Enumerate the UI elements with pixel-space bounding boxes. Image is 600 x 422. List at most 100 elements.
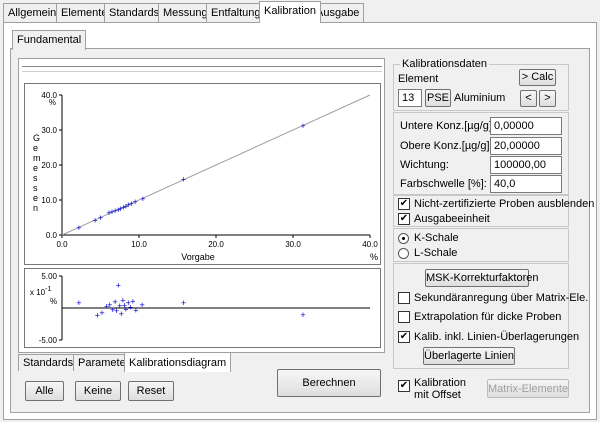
data-point: + <box>129 199 134 209</box>
residual-exponent: x 10-1 <box>30 286 51 297</box>
tab-standards[interactable]: Standards <box>104 3 165 22</box>
data-point: + <box>106 208 111 218</box>
residual-point: + <box>120 295 125 305</box>
x-unit-label: % <box>370 252 378 262</box>
l-schale-radio[interactable] <box>398 248 409 259</box>
tab-allgemein[interactable]: Allgemein <box>3 3 62 22</box>
nicht-zertifiziert-label: Nicht-zertifizierte Proben ausblenden <box>414 198 595 210</box>
data-point: + <box>123 202 128 212</box>
obere-konz-field[interactable]: 20,00000 <box>490 137 562 155</box>
y-tick-label: 40.0 <box>41 91 57 100</box>
tab-messung[interactable]: Messung <box>158 3 213 22</box>
k-schale-radio[interactable] <box>398 233 409 244</box>
fit-line <box>61 94 371 236</box>
matrix-elemente-button[interactable]: Matrix-Elemente <box>487 379 569 398</box>
residual-y-tick-label: 5.00 <box>41 272 57 281</box>
residual-point: + <box>99 308 104 318</box>
tab-kalibrationsdiagram[interactable]: Kalibrationsdiagram <box>124 352 232 372</box>
x-tick-label: 10.0 <box>131 240 147 249</box>
korrektur-group <box>393 263 569 369</box>
untere-konz-field[interactable]: 0,00000 <box>490 117 562 135</box>
residual-point: + <box>107 300 112 310</box>
residual-point: + <box>76 298 81 308</box>
residual-point: + <box>116 281 121 291</box>
y-tick-label: 10.0 <box>41 196 57 205</box>
residual-point: + <box>119 309 124 319</box>
l-schale-label: L-Schale <box>414 247 458 259</box>
residual-y-tick-label: -5.00 <box>39 336 58 345</box>
untere-konz-label: Untere Konz.[µg/g]: <box>400 120 495 132</box>
farbschwelle-field[interactable]: 40,0 <box>490 175 562 193</box>
data-point: + <box>112 206 117 216</box>
chart-scrollbar[interactable] <box>22 66 382 72</box>
msk-korrekturfaktoren-button[interactable]: MSK-Korrekturfaktoren <box>425 269 538 287</box>
nicht-zertifiziert-checkbox[interactable]: ✔ <box>398 198 410 210</box>
tab-standards-bottom[interactable]: Standards <box>18 354 79 371</box>
ueberlagerte-linien-button[interactable]: Überlagerte Linien <box>423 347 515 365</box>
tab-kalibration[interactable]: Kalibration <box>259 1 321 23</box>
data-point: + <box>181 175 186 185</box>
residual-point: + <box>139 300 144 310</box>
kalibrationsdaten-title: Kalibrationsdaten <box>400 58 490 70</box>
sekundaeranregung-checkbox[interactable] <box>398 292 410 304</box>
residual-point: + <box>130 297 135 307</box>
kalibration-offset-line1: Kalibration <box>414 377 466 389</box>
x-tick-label: 40.0 <box>362 240 378 249</box>
x-tick-label: 30.0 <box>285 240 301 249</box>
data-point: + <box>300 121 305 131</box>
k-schale-label: K-Schale <box>414 232 459 244</box>
y-tick-label: 30.0 <box>41 126 57 135</box>
x-axis-label: Vorgabe <box>181 252 215 262</box>
x-tick-label: 0.0 <box>56 240 68 249</box>
ausblenden-group <box>393 195 569 227</box>
schale-group <box>393 228 569 262</box>
extrapolation-label: Extrapolation für dicke Proben <box>414 311 562 323</box>
data-point: + <box>116 205 121 215</box>
data-point: + <box>118 204 123 214</box>
element-number-field[interactable]: 13 <box>398 89 422 107</box>
data-point: + <box>126 200 131 210</box>
residual-point: + <box>95 311 100 321</box>
residual-unit: % <box>50 297 57 306</box>
data-point: + <box>76 223 81 233</box>
y-unit-label: % <box>49 98 56 107</box>
residual-point: + <box>122 300 127 310</box>
data-point: + <box>133 197 138 207</box>
data-point: + <box>121 202 126 212</box>
residual-point: + <box>128 302 133 312</box>
reset-button[interactable]: Reset <box>128 381 174 401</box>
berechnen-button[interactable]: Berechnen <box>277 369 381 397</box>
tab-entfaltung[interactable]: Entfaltung <box>206 3 266 22</box>
obere-konz-label: Obere Konz.[µg/g]: <box>400 140 493 152</box>
residual-point: + <box>181 298 186 308</box>
element-label: Element <box>398 73 439 85</box>
kalibration-offset-checkbox[interactable]: ✔ <box>398 380 410 392</box>
next-element-button[interactable]: > <box>539 90 556 107</box>
kalib-inkl-checkbox[interactable]: ✔ <box>398 331 410 343</box>
calc-button[interactable]: > Calc <box>519 69 556 86</box>
data-point: + <box>109 207 114 217</box>
tab-ausgabe[interactable]: Ausgabe <box>311 3 365 22</box>
residual-point: + <box>126 298 131 308</box>
prev-element-button[interactable]: < <box>520 90 537 107</box>
extrapolation-checkbox[interactable] <box>398 311 410 323</box>
ausgabeeinheit-label: Ausgabeeinheit <box>414 213 490 225</box>
residual-point: + <box>114 306 119 316</box>
data-point: + <box>92 215 97 225</box>
residual-point: + <box>117 301 122 311</box>
ausgabeeinheit-checkbox[interactable]: ✔ <box>398 213 410 225</box>
residual-point: + <box>300 310 305 320</box>
residual-point: + <box>133 306 138 316</box>
keine-button[interactable]: Keine <box>75 381 121 401</box>
y-tick-label: 0.0 <box>46 231 58 240</box>
residual-point: + <box>112 297 117 307</box>
element-name: Aluminium <box>454 92 506 104</box>
alle-button[interactable]: Alle <box>25 381 64 401</box>
wichtung-label: Wichtung: <box>400 159 449 171</box>
data-point: + <box>98 213 103 223</box>
wichtung-field[interactable]: 100000,00 <box>490 156 562 174</box>
pse-button[interactable]: PSE <box>425 89 451 107</box>
residual-point: + <box>110 305 115 315</box>
subtab-fundamental[interactable]: Fundamental <box>12 30 87 50</box>
